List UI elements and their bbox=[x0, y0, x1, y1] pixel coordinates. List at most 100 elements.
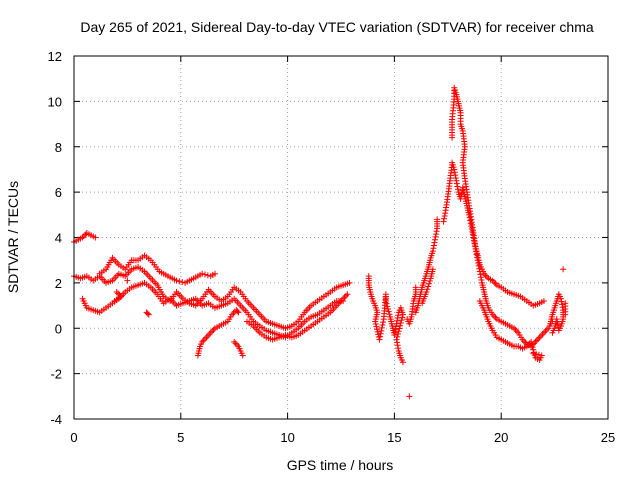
data-point bbox=[441, 215, 448, 222]
data-point bbox=[562, 300, 569, 307]
data-point bbox=[433, 231, 440, 238]
data-point bbox=[423, 288, 430, 295]
data-point bbox=[539, 331, 546, 338]
data-point bbox=[378, 324, 385, 331]
data-point bbox=[512, 326, 519, 333]
data-point bbox=[392, 326, 399, 333]
data-point bbox=[538, 332, 545, 339]
data-point bbox=[533, 337, 540, 344]
data-point bbox=[529, 344, 536, 351]
data-point bbox=[549, 329, 556, 336]
data-point bbox=[378, 327, 385, 334]
data-point bbox=[377, 333, 384, 340]
data-point bbox=[393, 336, 400, 343]
data-point bbox=[470, 234, 477, 241]
data-point bbox=[555, 324, 562, 331]
data-point bbox=[395, 312, 402, 319]
data-point bbox=[441, 212, 448, 219]
data-point bbox=[344, 291, 351, 298]
data-point bbox=[454, 186, 461, 193]
data-point bbox=[383, 300, 390, 307]
data-point bbox=[468, 225, 475, 232]
data-point bbox=[476, 268, 483, 275]
data-point bbox=[394, 333, 401, 340]
data-point bbox=[555, 327, 562, 334]
data-point bbox=[396, 325, 403, 332]
y-tick-labels: -4 -2 0 2 4 6 8 10 12 bbox=[48, 49, 62, 427]
data-point bbox=[395, 345, 402, 352]
data-point bbox=[379, 322, 386, 329]
data-point bbox=[207, 329, 214, 336]
data-point bbox=[203, 334, 210, 341]
data-point bbox=[399, 311, 406, 318]
data-point bbox=[124, 277, 131, 284]
data-point bbox=[386, 311, 393, 318]
data-point bbox=[478, 277, 485, 284]
data-point bbox=[453, 180, 460, 187]
data-point bbox=[425, 283, 432, 290]
data-point bbox=[393, 320, 400, 327]
data-point bbox=[232, 340, 239, 347]
data-point bbox=[397, 319, 404, 326]
data-point bbox=[394, 315, 401, 322]
data-point bbox=[239, 352, 246, 359]
data-point bbox=[431, 236, 438, 243]
data-point bbox=[538, 352, 545, 359]
data-point bbox=[209, 328, 216, 335]
data-point bbox=[380, 319, 387, 326]
data-point bbox=[374, 326, 381, 333]
data-point bbox=[543, 326, 550, 333]
data-point bbox=[341, 294, 348, 301]
data-point bbox=[528, 341, 535, 348]
data-point bbox=[470, 237, 477, 244]
data-point bbox=[377, 330, 384, 337]
data-point bbox=[477, 271, 484, 278]
data-point bbox=[412, 284, 419, 291]
data-point bbox=[430, 245, 437, 252]
data-point bbox=[346, 279, 353, 286]
x-tick-label: 0 bbox=[70, 430, 77, 445]
data-point bbox=[491, 279, 498, 286]
data-point bbox=[540, 298, 547, 305]
data-point bbox=[467, 217, 474, 224]
y-axis-label: SDTVAR / TECUs bbox=[5, 181, 21, 293]
data-point bbox=[113, 288, 120, 295]
data-point bbox=[206, 331, 213, 338]
data-point bbox=[466, 211, 473, 218]
data-points bbox=[71, 84, 569, 400]
data-point bbox=[483, 273, 490, 280]
data-point bbox=[475, 262, 482, 269]
data-point bbox=[394, 331, 401, 338]
data-point bbox=[394, 342, 401, 349]
data-point bbox=[560, 266, 567, 273]
y-tick-label: 6 bbox=[55, 185, 62, 200]
data-point bbox=[234, 308, 241, 315]
data-point bbox=[384, 303, 391, 310]
data-point bbox=[231, 338, 238, 345]
x-tick-label: 15 bbox=[387, 430, 401, 445]
data-point bbox=[429, 248, 436, 255]
data-point bbox=[468, 223, 475, 230]
data-point bbox=[558, 298, 565, 305]
data-point bbox=[145, 311, 152, 318]
data-point bbox=[433, 228, 440, 235]
y-tick-label: -2 bbox=[50, 367, 62, 382]
data-point bbox=[451, 169, 458, 176]
data-point bbox=[477, 274, 484, 281]
y-tick-label: -4 bbox=[50, 412, 62, 427]
data-point bbox=[376, 336, 383, 343]
data-point bbox=[528, 338, 535, 345]
data-point bbox=[373, 323, 380, 330]
data-point bbox=[452, 174, 459, 181]
data-point bbox=[535, 351, 542, 358]
x-axis-label: GPS time / hours bbox=[287, 457, 394, 473]
data-point bbox=[210, 326, 217, 333]
data-point bbox=[399, 314, 406, 321]
data-point bbox=[202, 335, 209, 342]
data-point bbox=[111, 298, 118, 305]
data-point bbox=[442, 210, 449, 217]
data-point bbox=[472, 245, 479, 252]
data-point bbox=[474, 254, 481, 261]
data-point bbox=[432, 233, 439, 240]
data-point bbox=[453, 177, 460, 184]
